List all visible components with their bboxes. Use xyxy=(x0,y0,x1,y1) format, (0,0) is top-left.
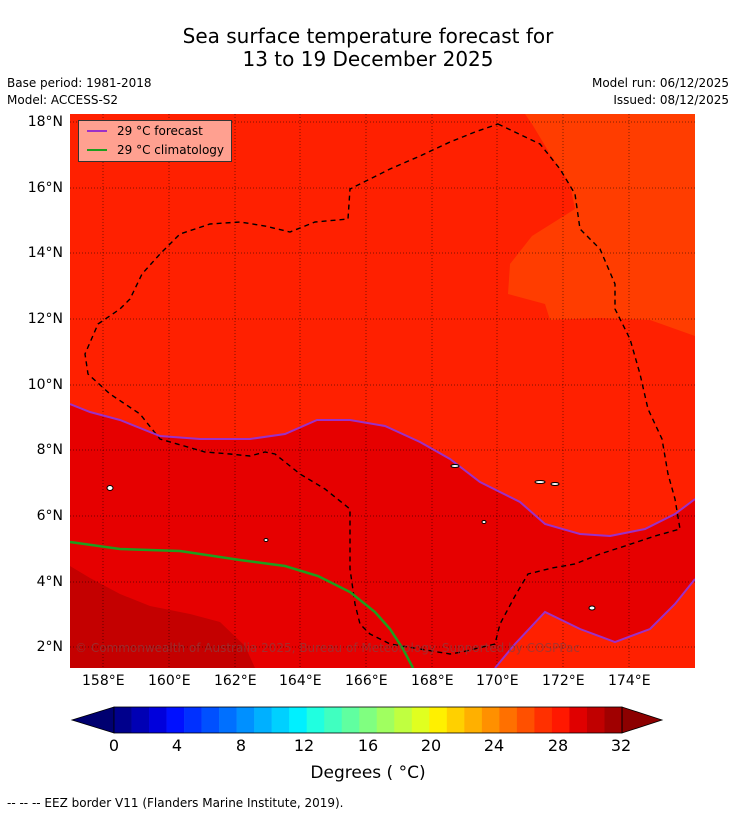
colorbar-cell xyxy=(254,707,272,733)
colorbar-tick: 32 xyxy=(610,736,632,755)
base-period: Base period: 1981-2018 xyxy=(7,76,152,90)
lat-label: 10°N xyxy=(27,377,63,393)
colorbar-cell xyxy=(534,707,553,733)
title-line-2: 13 to 19 December 2025 xyxy=(242,47,494,71)
colorbar-cell xyxy=(289,707,307,733)
island xyxy=(588,605,596,611)
colorbar-cell xyxy=(201,707,220,733)
legend-forecast-label: 29 °C forecast xyxy=(117,124,203,138)
colorbar-cell xyxy=(481,707,500,733)
sst-region-hot xyxy=(70,404,695,668)
legend-forecast-swatch xyxy=(87,130,107,132)
colorbar-cells xyxy=(70,706,664,734)
colorbar-under-arrow xyxy=(70,706,115,734)
colorbar-cell xyxy=(499,707,518,733)
footnote: -- -- -- EEZ border V11 (Flanders Marine… xyxy=(7,796,344,810)
colorbar-cell xyxy=(516,707,535,733)
colorbar-cell xyxy=(306,707,325,733)
colorbar-over-arrow xyxy=(621,706,664,734)
sst-map-canvas xyxy=(70,114,695,668)
lon-label: 170°E xyxy=(476,673,519,689)
lat-label: 2°N xyxy=(36,639,63,655)
colorbar-tick: 0 xyxy=(108,736,120,755)
lon-label: 172°E xyxy=(542,673,585,689)
colorbar-frame xyxy=(113,706,623,734)
colorbar-cell xyxy=(341,707,360,733)
colorbar-cell xyxy=(551,707,570,733)
lat-label: 8°N xyxy=(36,442,63,458)
map-gridlines xyxy=(70,114,695,668)
lat-label: 6°N xyxy=(36,508,63,524)
colorbar-cell xyxy=(236,707,255,733)
colorbar-cell xyxy=(166,707,185,733)
colorbar-tick: 8 xyxy=(235,736,247,755)
lat-label: 4°N xyxy=(36,574,63,590)
colorbar-cell xyxy=(359,707,378,733)
lat-label: 18°N xyxy=(27,114,63,130)
forecast-29c-isotherm-south xyxy=(494,578,695,668)
colorbar-cell xyxy=(219,707,237,733)
colorbar-cell xyxy=(324,707,343,733)
sst-region-very-warm xyxy=(508,114,695,336)
island xyxy=(481,520,487,524)
island xyxy=(550,482,560,486)
lon-label: 168°E xyxy=(411,673,454,689)
colorbar-tick: 16 xyxy=(357,736,379,755)
colorbar-cell xyxy=(184,707,202,733)
lon-label: 174°E xyxy=(608,673,651,689)
island xyxy=(106,485,114,491)
lon-label: 164°E xyxy=(279,673,322,689)
title-line-1: Sea surface temperature forecast for xyxy=(182,24,554,48)
colorbar-tick: 4 xyxy=(171,736,183,755)
legend-climatology-swatch xyxy=(87,149,107,151)
colorbar-cell xyxy=(271,707,290,733)
colorbar-cell xyxy=(604,707,623,733)
colorbar-cell xyxy=(586,707,605,733)
legend-climatology-entry: 29 °C climatology xyxy=(87,142,224,158)
lat-label: 12°N xyxy=(27,311,63,327)
colorbar-tick: 20 xyxy=(420,736,442,755)
lon-label: 158°E xyxy=(82,673,125,689)
legend-climatology-label: 29 °C climatology xyxy=(117,143,225,157)
colorbar-cell xyxy=(464,707,483,733)
climatology-29c-isotherm xyxy=(70,540,415,668)
map-credit: © Commonwealth of Australia 2025, Bureau… xyxy=(75,641,580,655)
sst-region-hottest xyxy=(70,566,255,668)
lat-label: 16°N xyxy=(27,180,63,196)
colorbar-tick: 28 xyxy=(547,736,569,755)
colorbar-cell xyxy=(429,707,448,733)
lon-label: 160°E xyxy=(148,673,191,689)
lon-label: 166°E xyxy=(345,673,388,689)
islands xyxy=(106,464,596,611)
colorbar-tick: 12 xyxy=(293,736,315,755)
colorbar-cell xyxy=(394,707,413,733)
colorbar-cell xyxy=(131,707,150,733)
lat-label: 14°N xyxy=(27,245,63,261)
model-name: Model: ACCESS-S2 xyxy=(7,93,119,107)
model-run: Model run: 06/12/2025 xyxy=(591,76,729,90)
colorbar-cell xyxy=(149,707,167,733)
colorbar-cell xyxy=(411,707,430,733)
issued-date: Issued: 08/12/2025 xyxy=(613,93,729,107)
colorbar-cell xyxy=(569,707,588,733)
colorbar-cell xyxy=(376,707,395,733)
map-legend: 29 °C forecast 29 °C climatology xyxy=(78,120,232,162)
colorbar xyxy=(70,706,664,734)
island xyxy=(263,538,269,542)
lon-label: 162°E xyxy=(214,673,257,689)
sst-map: © Commonwealth of Australia 2025, Bureau… xyxy=(70,114,695,668)
colorbar-cell xyxy=(114,707,132,733)
island xyxy=(534,480,546,484)
island xyxy=(450,464,460,468)
forecast-29c-isotherm xyxy=(70,403,695,538)
eez-border xyxy=(84,123,681,655)
colorbar-tick: 24 xyxy=(483,736,505,755)
legend-forecast-entry: 29 °C forecast xyxy=(87,123,203,139)
colorbar-cell xyxy=(446,707,465,733)
colorbar-title: Degrees ( °C) xyxy=(310,763,426,783)
